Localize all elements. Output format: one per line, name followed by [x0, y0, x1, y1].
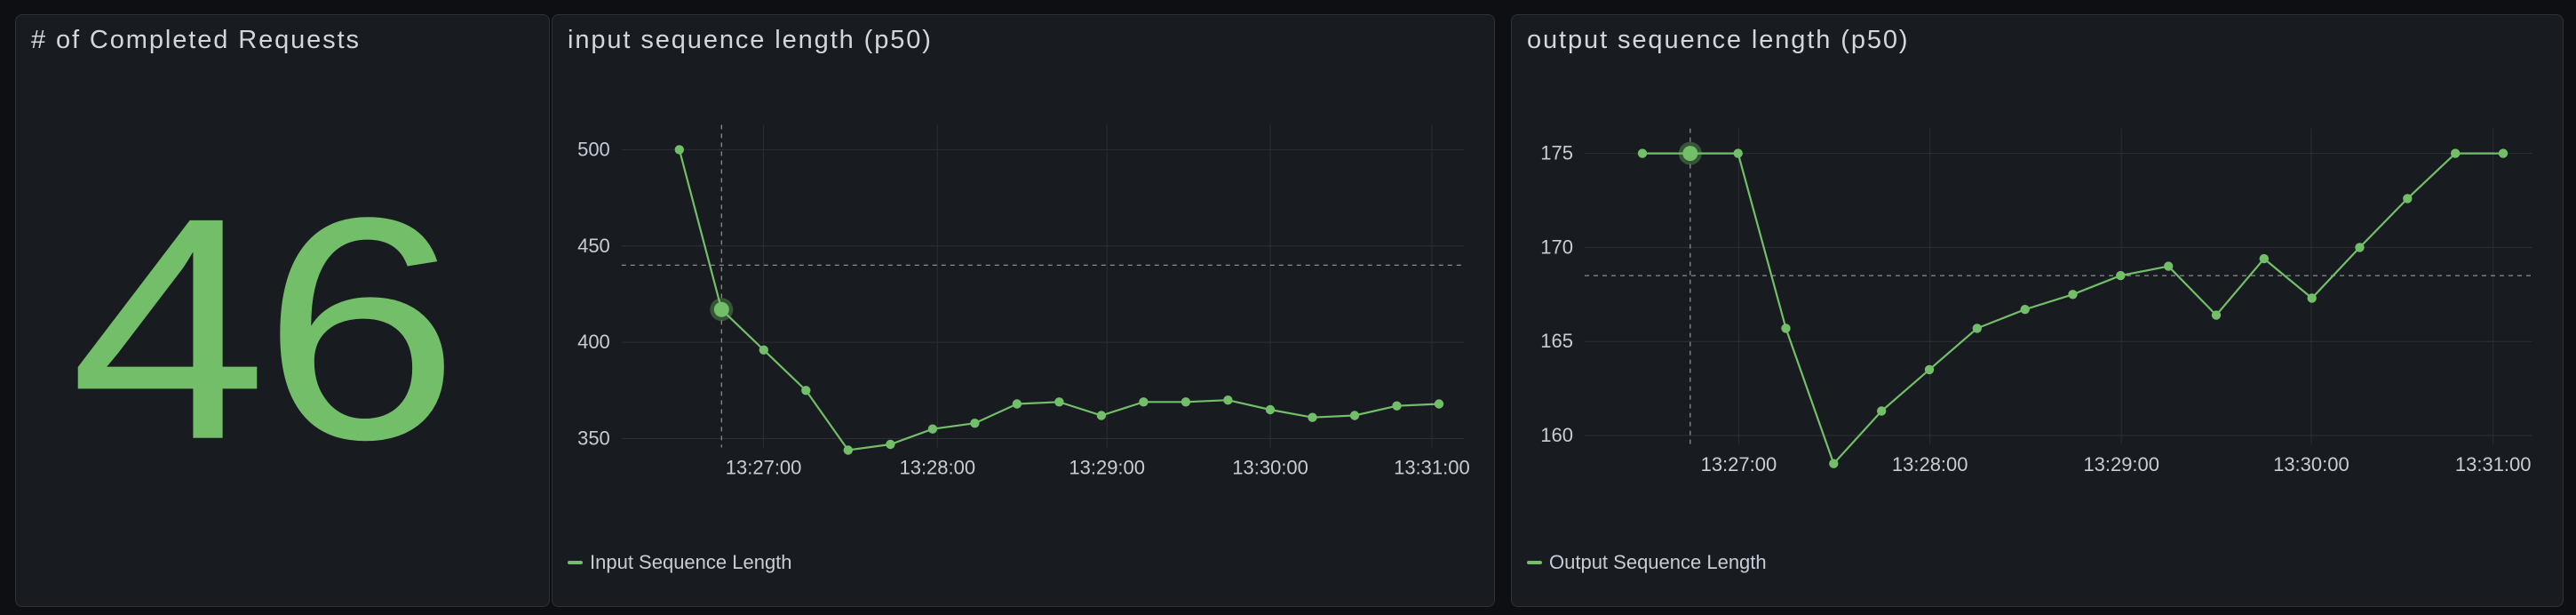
- svg-text:13:31:00: 13:31:00: [2455, 453, 2532, 475]
- svg-text:500: 500: [577, 138, 610, 160]
- svg-text:13:27:00: 13:27:00: [1701, 453, 1777, 475]
- svg-text:400: 400: [577, 331, 610, 353]
- svg-text:13:29:00: 13:29:00: [1069, 457, 1145, 479]
- svg-text:170: 170: [1540, 236, 1573, 258]
- svg-text:13:31:00: 13:31:00: [1394, 457, 1470, 479]
- svg-text:175: 175: [1540, 142, 1573, 164]
- svg-text:13:29:00: 13:29:00: [2083, 453, 2159, 475]
- svg-text:13:30:00: 13:30:00: [1232, 457, 1308, 479]
- svg-text:13:27:00: 13:27:00: [726, 457, 802, 479]
- svg-text:165: 165: [1540, 330, 1573, 352]
- svg-text:13:28:00: 13:28:00: [1892, 453, 1968, 475]
- svg-text:13:30:00: 13:30:00: [2273, 453, 2349, 475]
- svg-text:160: 160: [1540, 424, 1573, 446]
- svg-text:350: 350: [577, 427, 610, 450]
- svg-text:450: 450: [577, 235, 610, 257]
- svg-text:13:28:00: 13:28:00: [899, 457, 975, 479]
